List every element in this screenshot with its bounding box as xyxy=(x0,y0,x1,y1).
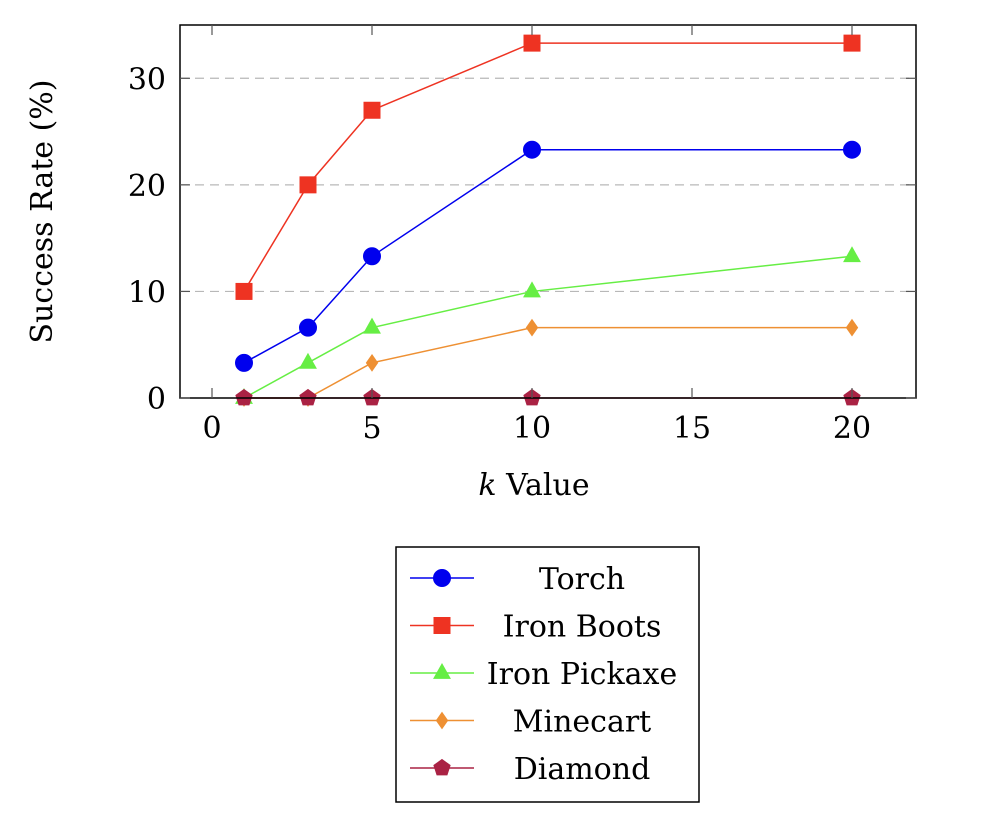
legend-entry: Iron Pickaxe xyxy=(410,657,677,692)
x-tick-label: 0 xyxy=(202,411,221,446)
legend-entry: Diamond xyxy=(410,752,650,787)
legend-entry: Iron Boots xyxy=(410,610,661,645)
x-axis-label: k Value xyxy=(478,468,589,503)
data-point xyxy=(299,176,317,194)
legend-label: Diamond xyxy=(514,752,651,787)
data-point xyxy=(235,388,253,406)
x-tick-label: 20 xyxy=(833,411,871,446)
legend-marker xyxy=(433,662,451,679)
series-iron-pickaxe xyxy=(235,246,861,404)
data-point xyxy=(363,247,381,266)
legend-label: Iron Boots xyxy=(503,610,662,645)
series-minecart xyxy=(237,318,859,407)
x-tick-label: 10 xyxy=(513,411,551,446)
data-point xyxy=(235,353,253,372)
legend-marker xyxy=(433,758,451,776)
data-point xyxy=(365,353,379,372)
series-diamond xyxy=(235,388,861,406)
plot-frame xyxy=(179,24,917,399)
data-point xyxy=(523,34,541,52)
x-tick-label: 5 xyxy=(362,411,381,446)
legend-entry: Minecart xyxy=(410,705,651,740)
legend-entry: Torch xyxy=(410,562,625,597)
data-point xyxy=(843,246,861,263)
axis-ticks: 0 5 10 15 20 0 10 20 30 xyxy=(128,25,916,446)
legend-label: Minecart xyxy=(513,705,651,740)
data-point xyxy=(299,388,317,406)
y-axis-label: Success Rate (%) xyxy=(25,80,60,344)
y-tick-label: 0 xyxy=(147,382,166,417)
data-point xyxy=(845,318,859,337)
legend-marker xyxy=(433,617,451,634)
series-layer xyxy=(235,34,861,407)
legend: Torch Iron Boots Iron Pickaxe Minecart Diamo… xyxy=(395,546,700,803)
data-point xyxy=(523,281,541,298)
y-tick-label: 10 xyxy=(128,275,166,310)
legend-marker xyxy=(435,711,449,730)
legend-label: Iron Pickaxe xyxy=(487,657,677,692)
data-point xyxy=(363,101,381,119)
data-point xyxy=(843,140,861,159)
legend-marker xyxy=(433,569,451,587)
series-line xyxy=(243,42,852,292)
legend-label: Torch xyxy=(539,562,625,597)
data-point xyxy=(299,352,317,369)
series-iron-boots xyxy=(235,34,861,300)
data-point xyxy=(299,318,317,337)
y-tick-label: 20 xyxy=(128,169,166,204)
data-point xyxy=(363,317,381,334)
data-point xyxy=(843,34,861,52)
series-torch xyxy=(235,140,861,372)
data-point xyxy=(235,282,253,300)
grid-lines xyxy=(180,77,916,293)
series-line xyxy=(244,326,852,399)
x-axis-label-text: Value xyxy=(497,468,590,503)
data-point xyxy=(523,140,541,159)
x-tick-label: 15 xyxy=(673,411,711,446)
x-axis-label-variable: k xyxy=(478,468,496,503)
y-tick-label: 30 xyxy=(128,62,166,97)
series-line xyxy=(243,148,852,364)
data-point xyxy=(525,318,539,337)
